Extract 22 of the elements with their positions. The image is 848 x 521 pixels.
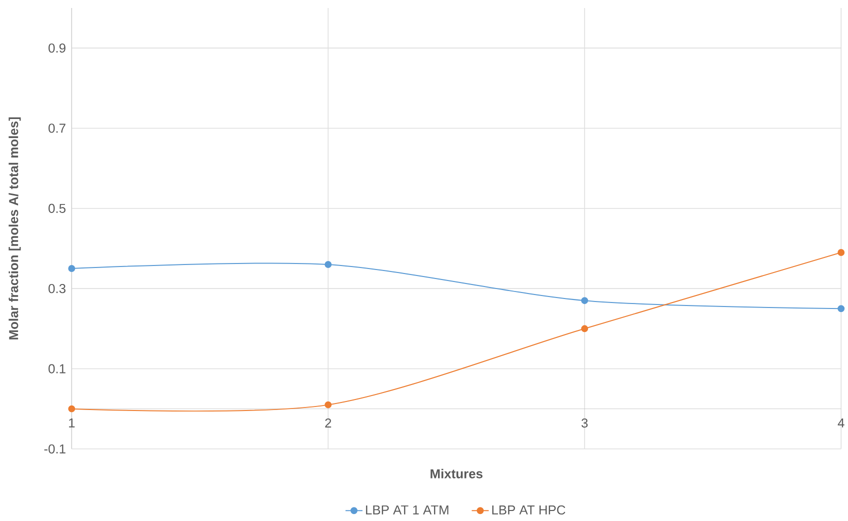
x-tick-label: 1 (69, 418, 75, 428)
x-tick-label: 4 (838, 418, 844, 428)
y-tick-label: 0.9 (48, 44, 66, 53)
x-tick-label: 3 (582, 418, 588, 428)
point (68, 265, 76, 272)
point (581, 325, 588, 332)
y-tick-label: 0.5 (48, 204, 66, 214)
legend-label: LBP AT HPC (492, 506, 566, 515)
point (838, 249, 845, 256)
point (324, 402, 332, 409)
point (68, 406, 76, 413)
y-tick-label: 0.7 (48, 124, 66, 134)
point (581, 297, 588, 304)
y-axis-title: Molar fraction [moles A/ total moles] (8, 118, 21, 340)
legend-label: LBP AT 1 ATM (366, 506, 448, 515)
y-tick-label: 0.3 (48, 284, 66, 294)
x-tick-label: 2 (325, 418, 332, 428)
y-tick-label: 0.1 (48, 364, 66, 374)
point (838, 305, 845, 312)
point (324, 261, 332, 268)
x-axis-title: Mixtures (430, 469, 482, 479)
y-tick-label: -0.1 (44, 444, 66, 454)
